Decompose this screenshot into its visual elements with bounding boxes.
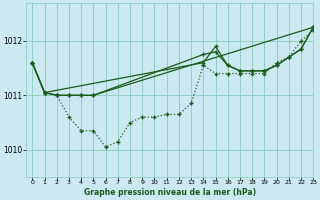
X-axis label: Graphe pression niveau de la mer (hPa): Graphe pression niveau de la mer (hPa) [84,188,256,197]
